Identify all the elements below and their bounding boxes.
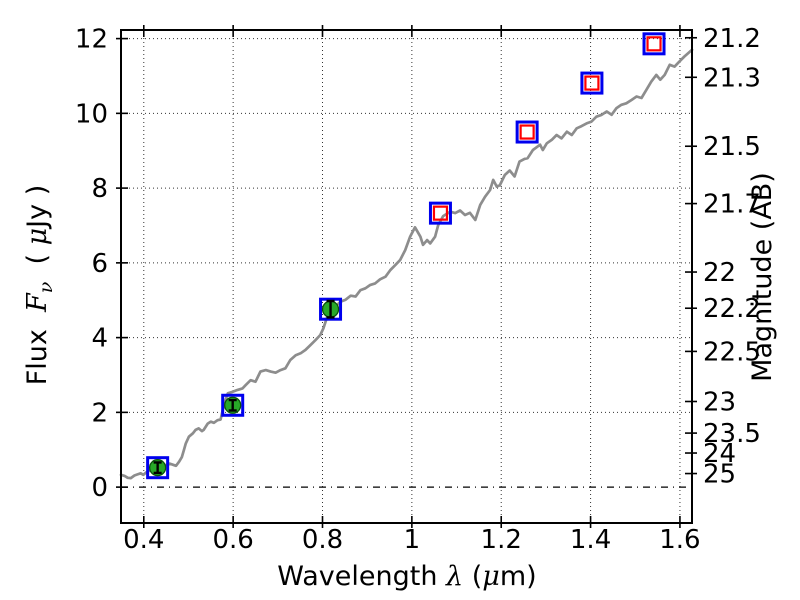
y-tick-label: 4 [91, 324, 108, 354]
magnitude-tick-label: 22.2 [703, 294, 761, 324]
nu-subscript: ν [35, 281, 57, 293]
y2-axis-label: Magnitude (AB) [747, 172, 778, 382]
x-tick-label: 1.4 [570, 525, 611, 555]
predicted-point-inner-square [432, 205, 449, 221]
predicted-point-inner-square [584, 75, 600, 91]
plot-frame [120, 29, 693, 524]
predicted-point-inner-square [646, 36, 662, 52]
magnitude-tick-label: 23 [703, 387, 736, 417]
y-axis-label: Flux Fν ( μJy ) [22, 185, 57, 386]
y-tick-label: 12 [75, 25, 108, 55]
y-axis-unit-close: Jy ) [22, 185, 53, 230]
magnitude-tick-label: 21.3 [703, 63, 761, 93]
y-tick-label: 10 [75, 99, 108, 129]
predicted-point-outer-square [642, 32, 666, 56]
magnitude-tick-label: 21.7 [703, 190, 761, 220]
predicted-point-inner-square [519, 124, 535, 140]
y-tick-label: 8 [91, 174, 108, 204]
y-tick-label: 0 [91, 473, 108, 503]
x-axis-label-text: Wavelength [277, 561, 446, 592]
magnitude-tick-label: 24 [703, 439, 736, 469]
lambda-symbol: λ [445, 561, 463, 592]
model-spectrum-line [119, 48, 694, 480]
observed-point-square [221, 393, 245, 417]
x-tick-label: 0.8 [302, 525, 343, 555]
x-tick-label: 1.6 [659, 525, 700, 555]
y-axis-unit-open: ( [22, 245, 53, 281]
y-axis-label-text: Flux [22, 312, 53, 385]
mu-symbol-x: μ [482, 561, 500, 592]
x-tick-label: 1 [404, 525, 421, 555]
y-tick-label: 2 [91, 398, 108, 428]
magnitude-tick-label: 21.2 [703, 24, 761, 54]
y-tick-label: 6 [91, 249, 108, 279]
magnitude-tick-label: 23.5 [703, 419, 761, 449]
observed-point-square [319, 297, 343, 321]
magnitude-tick-label: 22 [703, 258, 736, 288]
magnitude-tick-label: 25 [703, 460, 736, 490]
predicted-point-outer-square [580, 71, 604, 95]
observed-point-square [146, 456, 170, 480]
flux-symbol: F [22, 292, 53, 313]
x-axis-unit-close: m) [500, 561, 537, 592]
x-tick-label: 1.2 [481, 525, 522, 555]
predicted-point-outer-square [428, 201, 452, 225]
magnitude-tick-label: 22.5 [703, 337, 761, 367]
x-axis-label: Wavelength λ (μm) [277, 561, 536, 592]
x-tick-label: 0.6 [212, 525, 253, 555]
magnitude-tick-label: 21.5 [703, 132, 761, 162]
predicted-point-outer-square [515, 120, 539, 144]
x-tick-label: 0.4 [123, 525, 164, 555]
x-axis-unit-open: ( [463, 561, 482, 592]
mu-symbol-y: μ [22, 228, 53, 246]
